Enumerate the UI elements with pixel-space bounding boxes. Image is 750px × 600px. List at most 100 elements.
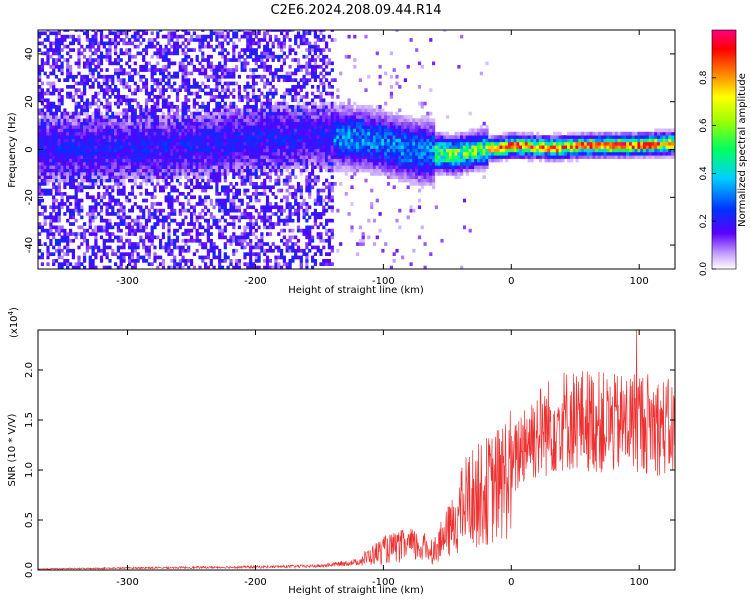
heatmap-cell (170, 38, 174, 42)
heatmap-cell (282, 145, 286, 149)
heatmap-cell (130, 151, 135, 156)
heatmap-cell (111, 148, 115, 153)
heatmap-cell (97, 212, 101, 216)
heatmap-cell (339, 168, 343, 173)
heatmap-cell (215, 245, 219, 250)
heatmap-cell (249, 34, 253, 39)
heatmap-cell (122, 175, 126, 179)
heatmap-cell (257, 125, 261, 129)
heatmap-cell (114, 111, 118, 116)
heatmap-cell (223, 38, 227, 42)
heatmap-cell (187, 259, 191, 263)
heatmap-cell (316, 158, 320, 163)
heatmap-cell (136, 128, 140, 133)
heatmap-cell (226, 172, 230, 176)
heatmap-cell (119, 121, 123, 126)
heatmap-cell (190, 138, 194, 143)
heatmap-cell (274, 151, 278, 156)
heatmap-cell (147, 212, 151, 216)
heatmap-cell (327, 138, 331, 143)
heatmap-cell (330, 161, 334, 166)
heatmap-cell (204, 38, 208, 42)
heatmap-cell (136, 165, 140, 169)
heatmap-cell (195, 228, 199, 233)
heatmap-cell (116, 105, 120, 109)
heatmap-cell (184, 232, 188, 236)
heatmap-cell (91, 215, 95, 220)
heatmap-cell (116, 168, 120, 173)
heatmap-cell (204, 118, 208, 123)
heatmap-cell (218, 51, 222, 56)
heatmap-cell (130, 135, 135, 139)
heatmap-cell (257, 131, 261, 136)
heatmap-cell (125, 141, 129, 146)
heatmap-cell (91, 148, 95, 153)
heatmap-cell (125, 34, 129, 39)
heatmap-cell (150, 238, 154, 243)
heatmap-cell (85, 195, 89, 200)
heatmap-cell (119, 175, 123, 179)
heatmap-cell (294, 188, 298, 193)
heatmap-cell (52, 61, 56, 66)
heatmap-cell (54, 38, 59, 42)
heatmap-cell (46, 81, 50, 86)
heatmap-cell (311, 118, 315, 123)
heatmap-cell (69, 172, 73, 176)
heatmap-cell (144, 175, 149, 179)
heatmap-cell (209, 31, 213, 36)
heatmap-cell (83, 101, 87, 106)
heatmap-cell (285, 148, 289, 153)
heatmap-cell (268, 118, 272, 123)
heatmap-cell (243, 118, 247, 123)
heatmap-cell (294, 255, 298, 260)
heatmap-cell (63, 185, 67, 190)
heatmap-cell (125, 125, 129, 129)
heatmap-cell (181, 34, 185, 39)
heatmap-cell (99, 54, 104, 59)
heatmap-cell (147, 138, 151, 143)
heatmap-cell (204, 168, 208, 173)
heatmap-cell (268, 125, 272, 129)
heatmap-cell (175, 108, 180, 113)
heatmap-cell (249, 138, 253, 143)
heatmap-cell (167, 51, 171, 56)
heatmap-cell (178, 208, 182, 213)
heatmap-cell (156, 165, 160, 169)
heatmap-cell (38, 71, 42, 76)
heatmap-cell (232, 252, 236, 256)
heatmap-cell (111, 38, 115, 42)
heatmap-cell (111, 74, 115, 79)
heatmap-cell (223, 61, 227, 66)
heatmap-cell (325, 44, 329, 49)
heatmap-cell (102, 125, 106, 129)
heatmap-cell (108, 58, 112, 62)
heatmap-cell (282, 228, 286, 233)
heatmap-cell (212, 145, 216, 149)
heatmap-cell (265, 151, 270, 156)
heatmap-cell (243, 175, 247, 179)
heatmap-cell (181, 108, 185, 113)
heatmap-cell (243, 212, 247, 216)
heatmap-cell (232, 202, 236, 206)
heatmap-cell (198, 158, 202, 163)
heatmap-cell (43, 135, 47, 139)
heatmap-cell (322, 38, 326, 42)
heatmap-cell (260, 131, 264, 136)
heatmap-cell (43, 158, 47, 163)
heatmap-cell (105, 238, 109, 243)
heatmap-cell (54, 155, 59, 159)
heatmap-cell (235, 135, 239, 139)
heatmap-cell (311, 172, 315, 176)
heatmap-cell (122, 255, 126, 260)
heatmap-cell (319, 188, 323, 193)
heatmap-cell (181, 111, 185, 116)
heatmap-cell (85, 44, 89, 49)
heatmap-cell (226, 195, 230, 200)
heatmap-cell (144, 135, 149, 139)
heatmap-cell (184, 54, 188, 59)
heatmap-cell (204, 141, 208, 146)
heatmap-cell (136, 155, 140, 159)
heatmap-cell (330, 118, 334, 123)
heatmap-cell (265, 115, 270, 119)
heatmap-cell (54, 105, 59, 109)
